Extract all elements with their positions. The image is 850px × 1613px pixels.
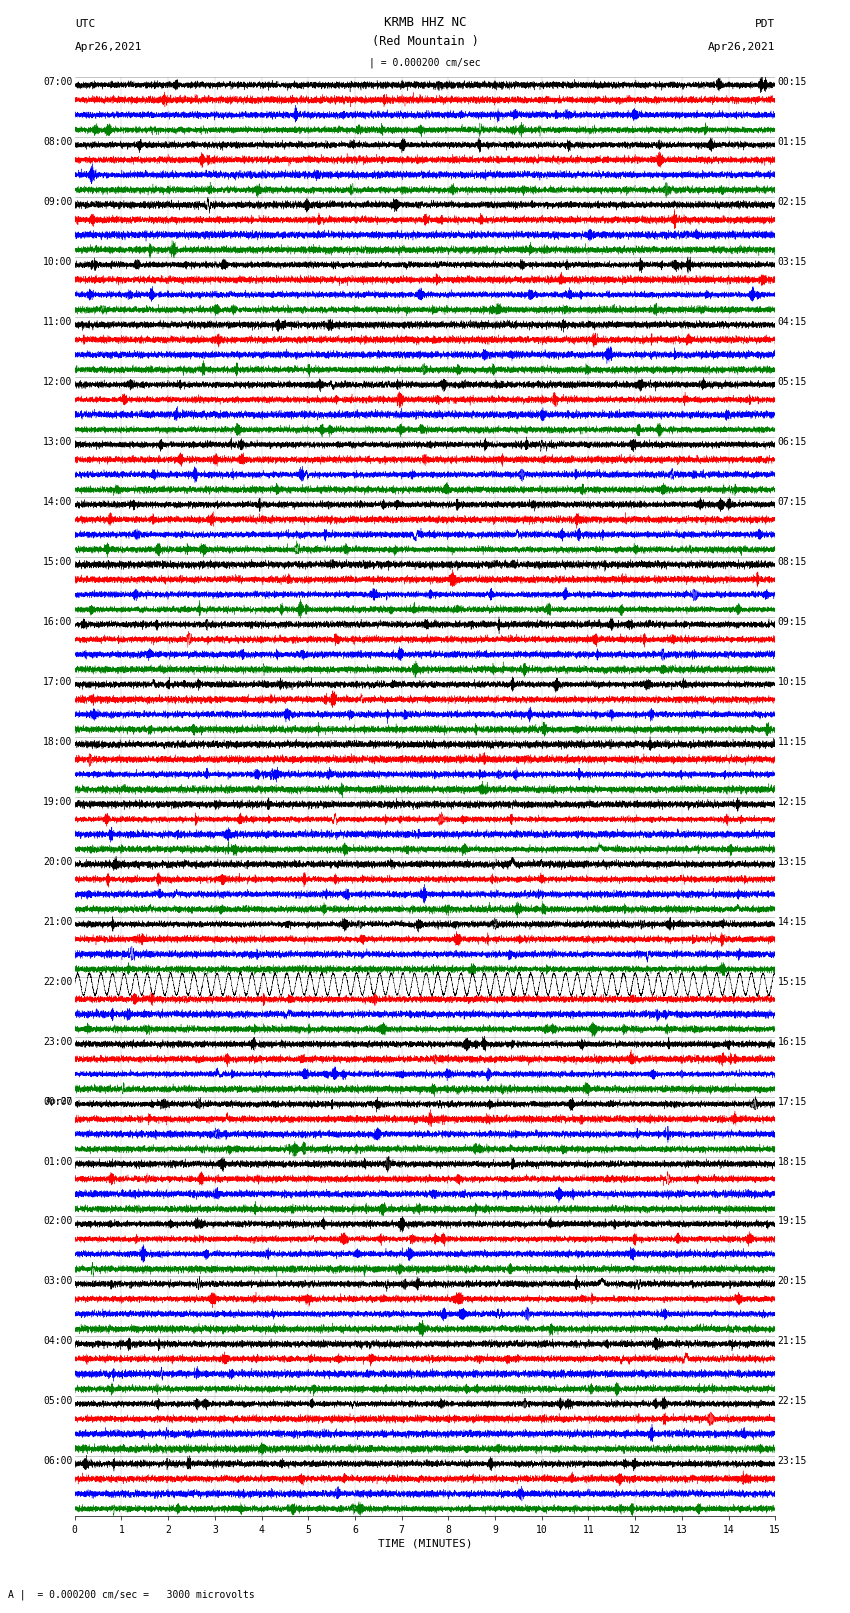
Text: 03:00: 03:00 (42, 1276, 72, 1287)
Text: 18:00: 18:00 (42, 737, 72, 747)
Text: 14:15: 14:15 (778, 916, 807, 927)
Text: 13:00: 13:00 (42, 437, 72, 447)
Text: 09:15: 09:15 (778, 618, 807, 627)
Text: 22:15: 22:15 (778, 1397, 807, 1407)
Text: 12:15: 12:15 (778, 797, 807, 806)
Text: 20:15: 20:15 (778, 1276, 807, 1287)
Text: KRMB HHZ NC: KRMB HHZ NC (383, 16, 467, 29)
Text: (Red Mountain ): (Red Mountain ) (371, 35, 479, 48)
Text: 07:00: 07:00 (42, 77, 72, 87)
X-axis label: TIME (MINUTES): TIME (MINUTES) (377, 1539, 473, 1548)
Text: 09:00: 09:00 (42, 197, 72, 208)
Text: UTC: UTC (75, 19, 95, 29)
Text: 12:00: 12:00 (42, 377, 72, 387)
Text: 23:00: 23:00 (42, 1037, 72, 1047)
Text: 14:00: 14:00 (42, 497, 72, 506)
Text: 05:15: 05:15 (778, 377, 807, 387)
Text: 01:15: 01:15 (778, 137, 807, 147)
Text: 10:00: 10:00 (42, 258, 72, 268)
Text: 18:15: 18:15 (778, 1157, 807, 1166)
Text: 21:00: 21:00 (42, 916, 72, 927)
Text: 03:15: 03:15 (778, 258, 807, 268)
Text: | = 0.000200 cm/sec: | = 0.000200 cm/sec (369, 56, 481, 68)
Text: 11:15: 11:15 (778, 737, 807, 747)
Text: 15:15: 15:15 (778, 977, 807, 987)
Text: 05:00: 05:00 (42, 1397, 72, 1407)
Text: 01:00: 01:00 (42, 1157, 72, 1166)
Text: 16:00: 16:00 (42, 618, 72, 627)
Text: 19:15: 19:15 (778, 1216, 807, 1226)
Text: 08:15: 08:15 (778, 556, 807, 568)
Text: 17:15: 17:15 (778, 1097, 807, 1107)
Text: Apr27: Apr27 (45, 1097, 72, 1105)
Text: 06:00: 06:00 (42, 1457, 72, 1466)
Text: Apr26,2021: Apr26,2021 (75, 42, 142, 52)
Text: 16:15: 16:15 (778, 1037, 807, 1047)
Text: 10:15: 10:15 (778, 677, 807, 687)
Text: 21:15: 21:15 (778, 1336, 807, 1347)
Text: 13:15: 13:15 (778, 857, 807, 866)
Text: 00:00: 00:00 (42, 1097, 72, 1107)
Text: Apr26,2021: Apr26,2021 (708, 42, 775, 52)
Text: 04:15: 04:15 (778, 318, 807, 327)
Text: 15:00: 15:00 (42, 556, 72, 568)
Text: 23:15: 23:15 (778, 1457, 807, 1466)
Text: 02:15: 02:15 (778, 197, 807, 208)
Text: 08:00: 08:00 (42, 137, 72, 147)
Text: 22:00: 22:00 (42, 977, 72, 987)
Text: 07:15: 07:15 (778, 497, 807, 506)
Text: 04:00: 04:00 (42, 1336, 72, 1347)
Text: 00:15: 00:15 (778, 77, 807, 87)
Text: A |  = 0.000200 cm/sec =   3000 microvolts: A | = 0.000200 cm/sec = 3000 microvolts (8, 1589, 255, 1600)
Text: 11:00: 11:00 (42, 318, 72, 327)
Text: 17:00: 17:00 (42, 677, 72, 687)
Text: 19:00: 19:00 (42, 797, 72, 806)
Text: 02:00: 02:00 (42, 1216, 72, 1226)
Text: 20:00: 20:00 (42, 857, 72, 866)
Text: PDT: PDT (755, 19, 775, 29)
Text: 06:15: 06:15 (778, 437, 807, 447)
